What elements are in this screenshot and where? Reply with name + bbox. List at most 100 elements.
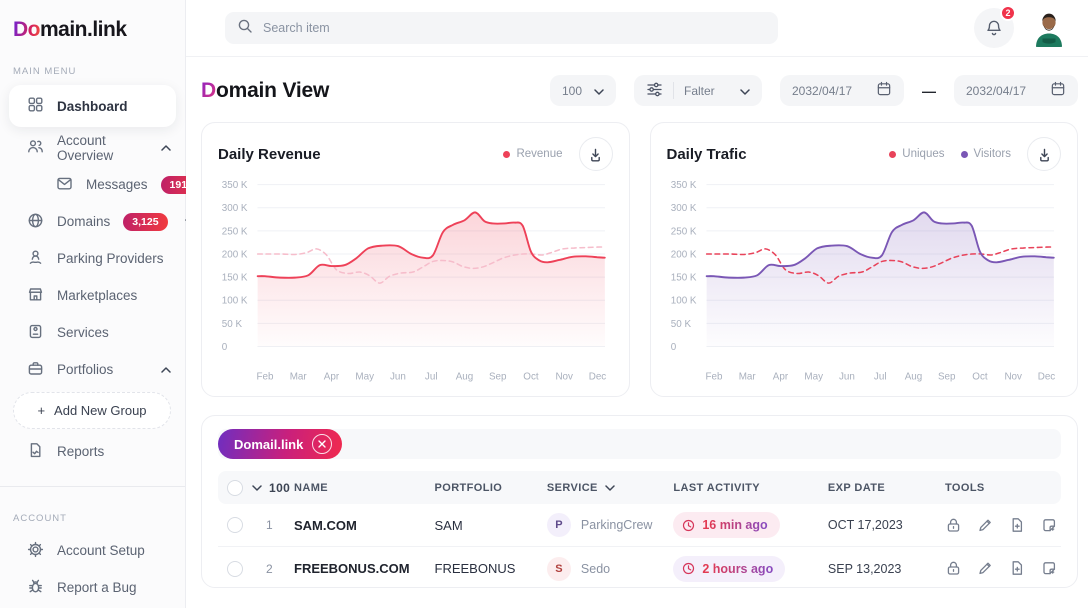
download-chart-button[interactable] [1027, 137, 1061, 171]
domains-table-card: Domail.link 100 NAME PORTFOLIO [201, 415, 1078, 588]
svg-text:Nov: Nov [555, 371, 573, 382]
sidebar-item-dashboard[interactable]: Dashboard [9, 85, 176, 127]
user-avatar[interactable] [1030, 9, 1068, 47]
report-document-icon [27, 442, 44, 462]
chart-cards-row: Daily Revenue Revenue 350 K 300 K 250 K 200… [201, 122, 1078, 397]
expiry-date: SEP 13,2023 [827, 561, 902, 576]
legend-item-uniques: Uniques [889, 148, 945, 160]
daily-trafic-card: Daily Trafic Uniques Visitors [649, 122, 1078, 397]
sidebar-item-marketplaces[interactable]: Marketplaces [0, 277, 185, 314]
svg-text:0: 0 [670, 342, 676, 353]
download-chart-button[interactable] [578, 137, 613, 171]
search-input[interactable] [263, 21, 766, 35]
svg-text:200 K: 200 K [670, 249, 696, 260]
page-title: Domain View [201, 79, 329, 103]
date-range-dash: — [922, 82, 936, 99]
date-to-picker[interactable]: 2032/04/17 [954, 75, 1078, 106]
column-header-last-activity[interactable]: LAST ACTIVITY [673, 481, 761, 494]
note-plus-icon [1043, 518, 1056, 531]
sidebar-item-reports[interactable]: Reports [0, 433, 185, 470]
column-header-exp-date[interactable]: EXP DATE [827, 481, 886, 494]
add-file-button[interactable] [1009, 560, 1026, 577]
lock-button[interactable] [945, 560, 962, 577]
edit-button[interactable] [977, 517, 994, 534]
svg-text:50 K: 50 K [670, 319, 691, 330]
notification-count-badge: 2 [1000, 5, 1016, 21]
chevron-up-icon [161, 144, 171, 151]
sidebar-item-label: Services [57, 325, 109, 340]
clock-icon [683, 562, 695, 575]
column-header-portfolio[interactable]: PORTFOLIO [434, 481, 503, 494]
logo-rest-part: main.link [40, 18, 127, 41]
file-plus-icon [1012, 561, 1023, 575]
daily-trafic-chart: 350 K 300 K 250 K 200 K 150 K 100 K 50 K 0 Feb Ma… [670, 180, 1055, 382]
svg-text:Oct: Oct [523, 371, 539, 382]
sidebar-item-portfolios[interactable]: Portfolios [0, 351, 185, 388]
rows-count-sort[interactable]: 100 [252, 481, 294, 495]
svg-text:May: May [804, 371, 823, 382]
close-icon [318, 440, 327, 448]
sidebar-item-account-overview[interactable]: Account Overview [0, 129, 185, 166]
download-icon [1039, 148, 1049, 161]
row-tools [945, 517, 1061, 534]
title-rest-part: omain View [215, 78, 330, 102]
filter-dropdown[interactable]: Falter [634, 75, 762, 106]
add-new-group-button[interactable]: + Add New Group [13, 392, 171, 429]
row-checkbox[interactable] [227, 517, 243, 533]
notifications-button[interactable]: 2 [974, 5, 1016, 48]
service-name: ParkingCrew [580, 518, 653, 532]
service-initial-avatar: P [546, 513, 571, 537]
portfolio-name: SAM [434, 517, 463, 533]
sidebar-item-label: Account Setup [57, 543, 145, 558]
domain-name: FREEBONUS.COM [294, 561, 410, 576]
page-size-dropdown[interactable]: 100 [550, 75, 616, 106]
sidebar-item-report-a-bug[interactable]: Report a Bug [0, 569, 185, 606]
chevron-down-icon [740, 84, 750, 98]
legend-item-visitors: Visitors [960, 148, 1011, 160]
sidebar-item-messages[interactable]: Messages 19135 [0, 166, 208, 203]
active-filters-bar: Domail.link [218, 429, 1061, 459]
add-new-group-label: Add New Group [54, 403, 147, 418]
expiry-date: OCT 17,2023 [827, 518, 903, 532]
page-size-value: 100 [561, 83, 583, 98]
service-initial-avatar: S [546, 556, 571, 581]
daily-revenue-card: Daily Revenue Revenue 350 K 300 K 250 K 200… [201, 122, 630, 397]
svg-text:Feb: Feb [256, 371, 273, 382]
sidebar-divider [0, 486, 185, 487]
chart-title: Daily Revenue [218, 145, 321, 163]
sidebar-item-label: Portfolios [57, 362, 114, 377]
svg-text:Sep: Sep [489, 371, 507, 382]
legend-dot [960, 150, 968, 158]
svg-text:Dec: Dec [1037, 371, 1055, 382]
sidebar-item-services[interactable]: Services [0, 314, 185, 351]
add-file-button[interactable] [1009, 517, 1026, 534]
svg-text:250 K: 250 K [222, 226, 248, 237]
row-number: 2 [266, 561, 273, 576]
sidebar-item-label: Report a Bug [57, 580, 137, 595]
column-header-name[interactable]: NAME [294, 481, 328, 494]
svg-text:350 K: 350 K [670, 180, 696, 191]
remove-filter-button[interactable] [312, 434, 333, 454]
portfolio-name: FREEBONUS [434, 561, 516, 576]
sidebar-item-parking-providers[interactable]: Parking Providers [0, 240, 185, 277]
column-header-service[interactable]: SERVICE [547, 482, 673, 494]
lock-button[interactable] [945, 517, 962, 534]
date-to-value: 2032/04/17 [966, 83, 1027, 98]
sidebar-item-label: Dashboard [57, 98, 128, 114]
sidebar-item-account-setup[interactable]: Account Setup [0, 532, 185, 569]
date-from-picker[interactable]: 2032/04/17 [780, 75, 904, 106]
file-plus-icon [1012, 517, 1023, 532]
svg-text:100 K: 100 K [670, 296, 696, 307]
svg-text:Apr: Apr [324, 371, 340, 382]
calendar-icon [1050, 81, 1066, 100]
filter-chip-domail-link[interactable]: Domail.link [218, 429, 343, 459]
row-number: 1 [266, 518, 273, 532]
add-note-button[interactable] [1041, 517, 1058, 534]
sidebar-item-domains[interactable]: Domains 3,125 [0, 203, 195, 240]
select-all-checkbox[interactable] [227, 479, 243, 496]
sidebar-item-label: Domains [57, 214, 111, 229]
row-tools [945, 560, 1061, 577]
add-note-button[interactable] [1041, 560, 1058, 577]
edit-button[interactable] [977, 560, 994, 577]
row-checkbox[interactable] [227, 560, 243, 577]
